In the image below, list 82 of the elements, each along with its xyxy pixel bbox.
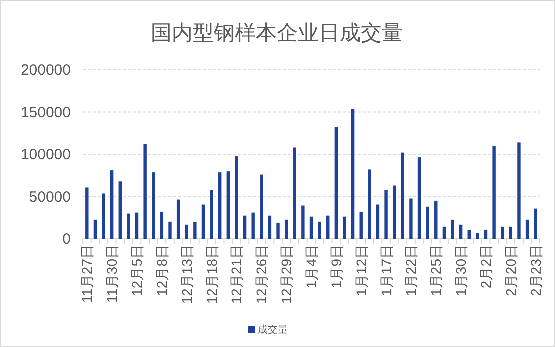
bar: [451, 220, 454, 239]
bar: [351, 109, 355, 239]
bar: [284, 220, 288, 239]
bar: [252, 212, 255, 239]
y-tick-label: 0: [62, 231, 71, 248]
chart-title: 国内型钢样本企业日成交量: [151, 22, 403, 45]
bar: [518, 142, 521, 239]
x-tick-label: 1月9日: [328, 245, 344, 289]
x-tick-label: 2月23日: [528, 245, 544, 296]
x-tick-label: 1月12日: [353, 245, 370, 296]
legend: 成交量: [248, 325, 288, 336]
x-tick-label: 11月30日: [104, 245, 120, 304]
x-tick-label: 1月4日: [304, 245, 320, 289]
bar: [526, 220, 530, 239]
bar: [210, 190, 214, 239]
bar: [110, 170, 114, 239]
bar: [152, 172, 156, 239]
x-tick-label: 1月30日: [453, 245, 470, 296]
y-tick-label: 100000: [20, 146, 71, 164]
x-tick-label: 12月29日: [278, 245, 295, 304]
bar: [102, 194, 106, 239]
x-tick-label: 1月25日: [428, 245, 444, 296]
bar: [509, 226, 513, 239]
bar: [260, 174, 264, 239]
bar: [442, 226, 446, 239]
bar: [343, 216, 346, 239]
bar: [401, 152, 404, 239]
bar: [94, 220, 98, 239]
bar: [86, 188, 89, 239]
x-tick-label: 12月18日: [204, 245, 220, 304]
bar: [168, 222, 172, 239]
x-tick-label: 11月27日: [79, 245, 96, 304]
y-tick-label: 200000: [20, 62, 71, 79]
bar: [202, 204, 206, 239]
y-tick-label: 150000: [20, 104, 71, 122]
bar: [410, 198, 413, 239]
bar: [326, 216, 330, 239]
bar: [243, 216, 247, 239]
bar: [194, 222, 197, 239]
x-tick-label: 2月20日: [502, 245, 519, 296]
bar: [434, 200, 438, 239]
bar: [144, 144, 147, 239]
bar: [501, 226, 504, 239]
bar: [135, 212, 139, 239]
bar: [218, 172, 222, 239]
bar: [302, 206, 305, 239]
x-tick-label: 1月22日: [403, 245, 420, 296]
y-tick-label: 50000: [29, 188, 71, 206]
bar: [235, 156, 238, 239]
bar: [226, 172, 230, 239]
bar: [476, 233, 480, 239]
x-tick-label: 12月8日: [154, 245, 170, 296]
bar: [310, 216, 314, 239]
bar: [418, 158, 422, 239]
bar: [376, 204, 380, 239]
bar: [459, 224, 463, 239]
x-tick-label: 12月5日: [129, 245, 146, 296]
x-tick-label: 2月2日: [478, 245, 494, 289]
bar: [368, 170, 372, 239]
bar: [492, 146, 496, 239]
bar: [484, 230, 488, 239]
bar: [185, 224, 188, 239]
bar: [293, 148, 296, 239]
bar: [318, 222, 322, 239]
bar: [160, 212, 164, 239]
bar: [426, 206, 430, 239]
bar: [268, 216, 272, 239]
bar: [392, 186, 396, 239]
x-tick-label: 12月21日: [228, 245, 245, 304]
bar: [176, 200, 180, 239]
bar: [360, 212, 363, 239]
bar: [127, 214, 130, 239]
bar: [334, 127, 338, 239]
x-tick-label: 12月26日: [254, 245, 270, 304]
x-tick-label: 1月17日: [378, 245, 394, 296]
bar: [468, 230, 471, 239]
bar: [384, 190, 388, 239]
bar: [276, 222, 280, 239]
bar: [534, 208, 538, 239]
x-tick-label: 12月13日: [178, 245, 195, 304]
bar: [118, 182, 122, 239]
legend-label: 成交量: [258, 324, 288, 336]
